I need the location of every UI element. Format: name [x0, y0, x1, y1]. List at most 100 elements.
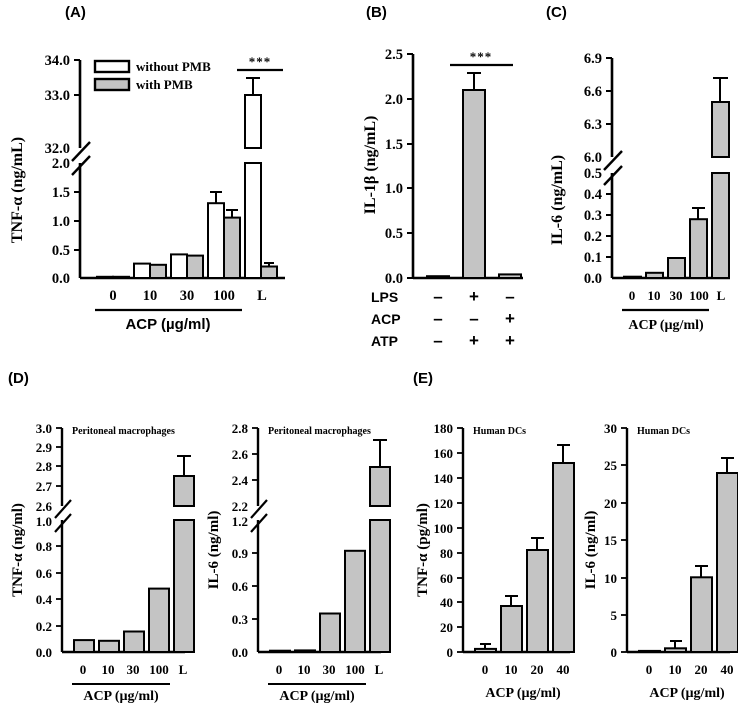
panel-e2-ytick-0: 0 [611, 645, 618, 660]
bar-e2-10 [664, 647, 687, 654]
panel-a-xtick-2: 30 [180, 288, 195, 304]
panel-e1-ytick-1: 20 [440, 620, 453, 635]
panel-d1-xticks: 0 10 30 100 L [80, 662, 188, 677]
panel-c-ytick-lower-3: 0.3 [584, 208, 602, 224]
panel-e2-ytick-1: 5 [611, 608, 618, 623]
panel-d2-xtick-0: 0 [276, 662, 283, 677]
bar-e2-0 [638, 649, 661, 653]
panel-a-xtick-3: 100 [213, 288, 235, 304]
panel-b-condition-rows: LPS – + – ACP – – + ATP – + + [371, 287, 515, 350]
panel-e1-ytick-3: 60 [440, 571, 453, 586]
panel-b-cond-acp-2: + [505, 309, 515, 328]
panel-d1-xtick-4: L [179, 662, 188, 677]
panel-e1-xtick-1: 10 [505, 662, 518, 677]
panel-d1-axis-break-2 [54, 513, 72, 533]
panel-e1-x-axis-caption: ACP (µg/ml) [485, 686, 561, 701]
panel-b-cond-label-lps: LPS [371, 289, 398, 305]
bar-a-0-with [112, 275, 130, 280]
panel-a-xtick-0: 0 [109, 288, 116, 304]
panel-e1-xtick-3: 40 [557, 662, 570, 677]
panel-a-xtick-4: L [257, 288, 267, 304]
panel-a-x-axis-caption: ACP (µg/ml) [125, 316, 210, 333]
bar-d2-10 [294, 649, 316, 653]
bar-d1-10 [98, 639, 120, 654]
panel-c-ytick-upper-1: 6.3 [584, 117, 602, 133]
panel-b-cond-label-atp: ATP [371, 333, 398, 349]
panel-c-xtick-0: 0 [629, 288, 636, 303]
panel-d1-y-axis-title: TNF-α (ng/ml) [10, 503, 26, 597]
chart-panel-e1: TNF-α (pg/ml) Human DCs 0 20 40 60 80 10… [405, 400, 585, 701]
panel-a-axis-break-2 [71, 155, 91, 176]
panel-b-cond-acp-0: – [433, 309, 442, 328]
panel-a-axis-break-1 [71, 141, 91, 162]
panel-e2-xtick-3: 40 [721, 662, 734, 677]
panel-d1-ytick-lower-3: 0.6 [36, 566, 53, 581]
panel-a-significance: *** [237, 54, 283, 72]
panel-c-ytick-lower-5: 0.5 [584, 166, 602, 182]
panel-c-axis-break-1 [603, 150, 623, 171]
panel-d2-axis-break-1 [250, 499, 268, 519]
panel-a-ytick-upper-2: 34.0 [45, 53, 70, 69]
panel-d1-ytick-upper-2: 2.8 [36, 459, 53, 474]
panel-a-significance-stars: *** [249, 54, 272, 69]
panel-e1-ytick-2: 40 [440, 595, 453, 610]
panel-d2-yticks-upper: 2.8 2.6 2.4 2.2 [232, 421, 258, 514]
panel-d1-ytick-lower-2: 0.4 [36, 592, 53, 607]
panel-label-d: (D) [8, 370, 29, 387]
panel-e2-x-axis-caption: ACP (µg/ml) [649, 686, 725, 701]
panel-d2-y-axis-title: IL-6 (ng/ml) [206, 511, 222, 590]
panel-e2-ytick-5: 25 [604, 458, 618, 473]
panel-b-cond-atp-0: – [433, 331, 442, 350]
panel-a-ytick-lower-2: 1.0 [52, 214, 70, 230]
panel-d2-ytick-upper-0: 2.2 [232, 499, 248, 514]
bar-b-2 [498, 273, 522, 279]
panel-e2-xtick-1: 10 [669, 662, 682, 677]
bar-d1-0 [73, 639, 95, 654]
panel-c-xtick-1: 10 [648, 288, 661, 303]
panel-c-xticks: 0 10 30 100 L [629, 288, 726, 303]
panel-d1-inline-title: Peritoneal macrophages [72, 426, 175, 437]
bar-d1-L-lower [173, 519, 195, 653]
panel-d1-yticks-lower: 1.0 0.8 0.6 0.4 0.2 0.0 [36, 514, 62, 660]
panel-c-axis-break-2 [603, 165, 623, 186]
bar-c-0 [623, 275, 642, 279]
panel-b-ytick-0: 0.0 [385, 271, 403, 287]
panel-c-ytick-lower-0: 0.0 [584, 271, 602, 287]
panel-d2-ytick-upper-1: 2.4 [232, 473, 249, 488]
panel-e2-yticks: 0 5 10 15 20 25 30 [604, 421, 627, 660]
panel-b-bars [426, 89, 522, 279]
panel-e2-y-axis-title: IL-6 (ng/ml) [583, 511, 599, 590]
panel-d1-xtick-1: 10 [102, 662, 115, 677]
panel-d2-ytick-lower-4: 1.2 [232, 514, 248, 529]
panel-c-xtick-4: L [717, 288, 726, 303]
panel-d1-xtick-2: 30 [127, 662, 140, 677]
bar-a-100-with [223, 216, 241, 280]
bar-c-100 [689, 218, 708, 279]
chart-panel-b: IL-1β (ng/mL) 0.0 0.5 1.0 1.5 2.0 2.5 **… [355, 30, 545, 350]
panel-d1-x-axis-caption: ACP (µg/ml) [83, 689, 159, 704]
panel-a-xticks: 0 10 30 100 L [109, 288, 267, 304]
bar-d2-L-lower [369, 519, 391, 653]
panel-e1-ytick-7: 140 [434, 471, 454, 486]
bar-d2-100 [344, 549, 366, 653]
panel-a-error-bars [210, 77, 274, 267]
panel-e1-ytick-0: 0 [447, 645, 454, 660]
panel-d1-error-bars [177, 455, 191, 476]
panel-d2-ytick-lower-0: 0.0 [232, 645, 248, 660]
panel-e1-yticks: 0 20 40 60 80 100 120 140 160 180 [434, 421, 463, 660]
panel-d1-bars [73, 475, 195, 654]
panel-c-bars [623, 101, 730, 280]
panel-d2-ytick-upper-2: 2.6 [232, 447, 249, 462]
panel-e2-xtick-2: 20 [695, 662, 708, 677]
panel-d2-ytick-upper-3: 2.8 [232, 421, 249, 436]
panel-b-y-axis-title: IL-1β (ng/mL) [362, 116, 379, 215]
panel-e2-ytick-4: 20 [604, 496, 617, 511]
panel-e1-xtick-0: 0 [482, 662, 489, 677]
panel-d1-ytick-lower-5: 1.0 [36, 514, 52, 529]
panel-b-ytick-1: 0.5 [385, 226, 403, 242]
panel-b-significance: *** [450, 49, 513, 67]
panel-b-cond-lps-1: + [469, 287, 479, 306]
panel-e1-y-axis-title: TNF-α (pg/ml) [415, 503, 431, 597]
panel-e1-inline-title: Human DCs [473, 426, 526, 437]
bar-a-0-without [96, 275, 114, 280]
